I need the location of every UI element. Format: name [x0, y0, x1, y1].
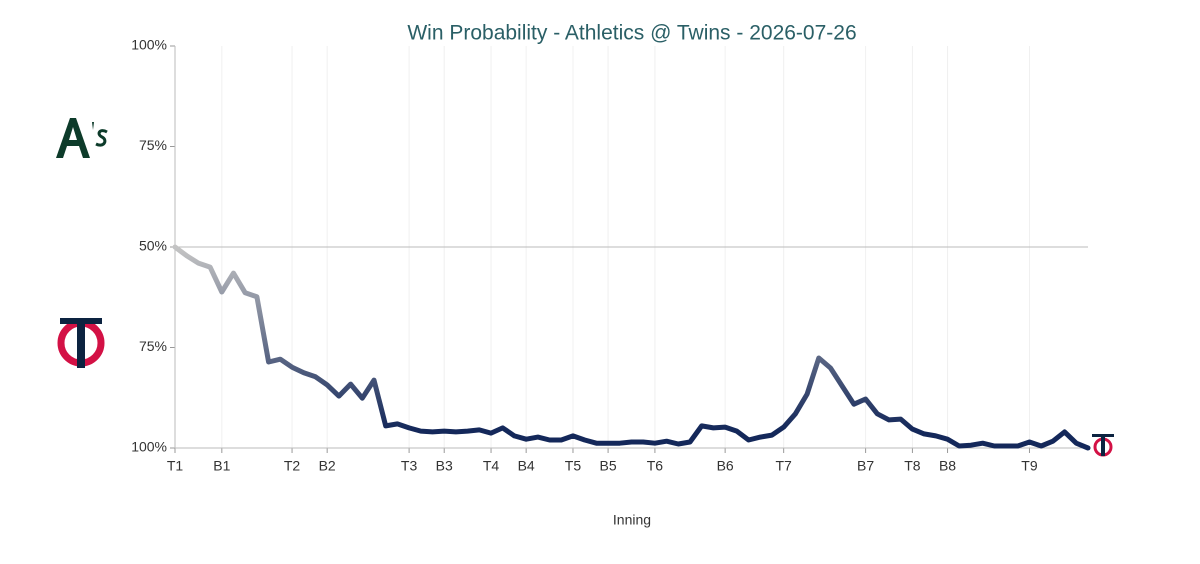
- x-tick-label: T8: [904, 458, 921, 474]
- x-tick-label: T1: [167, 458, 184, 474]
- x-tick-label: B2: [319, 458, 336, 474]
- x-tick-label: B8: [939, 458, 956, 474]
- x-tick-label: B1: [213, 458, 230, 474]
- athletics-logo: [56, 118, 108, 158]
- chart-title: Win Probability - Athletics @ Twins - 20…: [407, 22, 856, 45]
- y-tick-label: 50%: [139, 238, 167, 254]
- x-tick-label: B6: [717, 458, 734, 474]
- twins-end-logo: [1092, 434, 1114, 457]
- x-tick-label: T5: [565, 458, 582, 474]
- y-tick-label: 100%: [131, 37, 167, 53]
- x-tick-label: T3: [401, 458, 418, 474]
- x-tick-label: B3: [436, 458, 453, 474]
- x-tick-label: B4: [518, 458, 535, 474]
- x-axis-label: Inning: [613, 512, 651, 528]
- y-tick-label: 75%: [139, 137, 167, 153]
- x-tick-label: B7: [857, 458, 874, 474]
- x-tick-label: T6: [647, 458, 664, 474]
- x-tick-label: T7: [775, 458, 792, 474]
- y-tick-label: 75%: [139, 338, 167, 354]
- y-tick-label: 100%: [131, 439, 167, 455]
- win-probability-line: [172, 244, 1091, 451]
- x-tick-label: B5: [600, 458, 617, 474]
- twins-logo: [57, 318, 105, 368]
- x-tick-label: T9: [1021, 458, 1038, 474]
- x-tick-label: T4: [483, 458, 500, 474]
- x-tick-label: T2: [284, 458, 301, 474]
